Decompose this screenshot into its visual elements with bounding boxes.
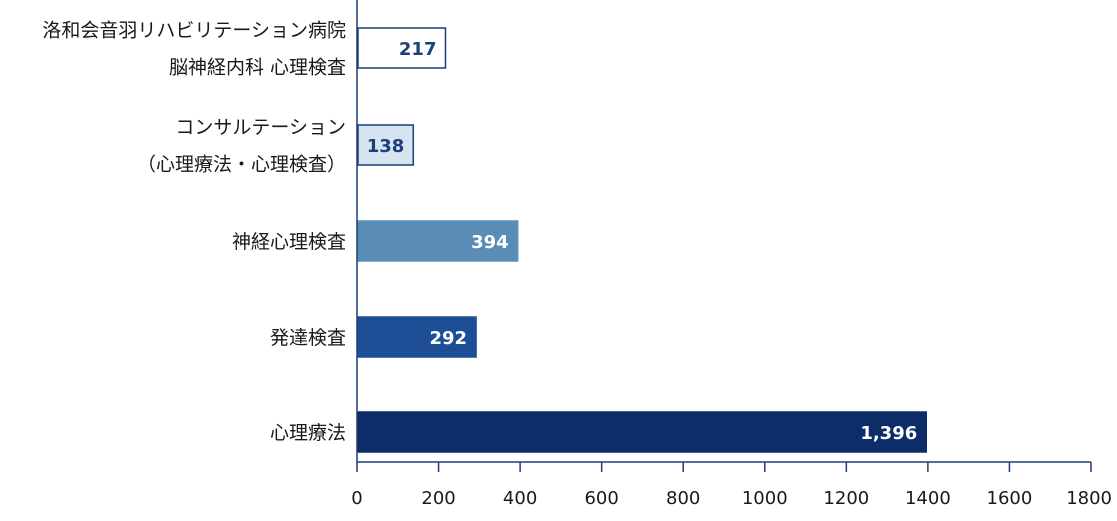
x-tick-label: 1000 (742, 488, 788, 509)
bar-value-label: 292 (429, 328, 467, 349)
x-tick-label: 1200 (823, 488, 869, 509)
bar (357, 316, 477, 358)
x-tick-label: 1400 (905, 488, 951, 509)
category-label: コンサルテーション (175, 117, 346, 139)
bar-value-label: 1,396 (860, 423, 917, 444)
bar-value-label: 138 (367, 136, 405, 157)
category-label: （心理療法・心理検査） (137, 154, 346, 176)
x-tick-label: 1800 (1066, 488, 1112, 509)
category-label: 発達検査 (270, 327, 346, 349)
bar (357, 27, 447, 69)
category-label: 洛和会音羽リハビリテーション病院 (42, 20, 346, 42)
x-tick-label: 1600 (987, 488, 1033, 509)
bars-group: 217 138 394 292 1,396 (357, 27, 928, 453)
x-tick-label: 0 (351, 488, 362, 509)
category-label: 心理療法 (270, 422, 346, 444)
x-tick-label: 200 (421, 488, 455, 509)
bar-value-label: 394 (471, 232, 509, 253)
bar (357, 124, 415, 166)
bar (357, 411, 928, 453)
x-axis-group: 0 200 400 600 800 1000 1200 1400 1600 1800 (351, 0, 1112, 509)
x-tick-label: 800 (666, 488, 700, 509)
bar (357, 220, 519, 262)
x-tick-label: 600 (584, 488, 618, 509)
category-label: 神経心理検査 (232, 231, 346, 253)
x-tick-label: 400 (503, 488, 537, 509)
bar-value-label: 217 (399, 39, 437, 60)
category-label: 脳神経内科 心理検査 (169, 57, 346, 79)
